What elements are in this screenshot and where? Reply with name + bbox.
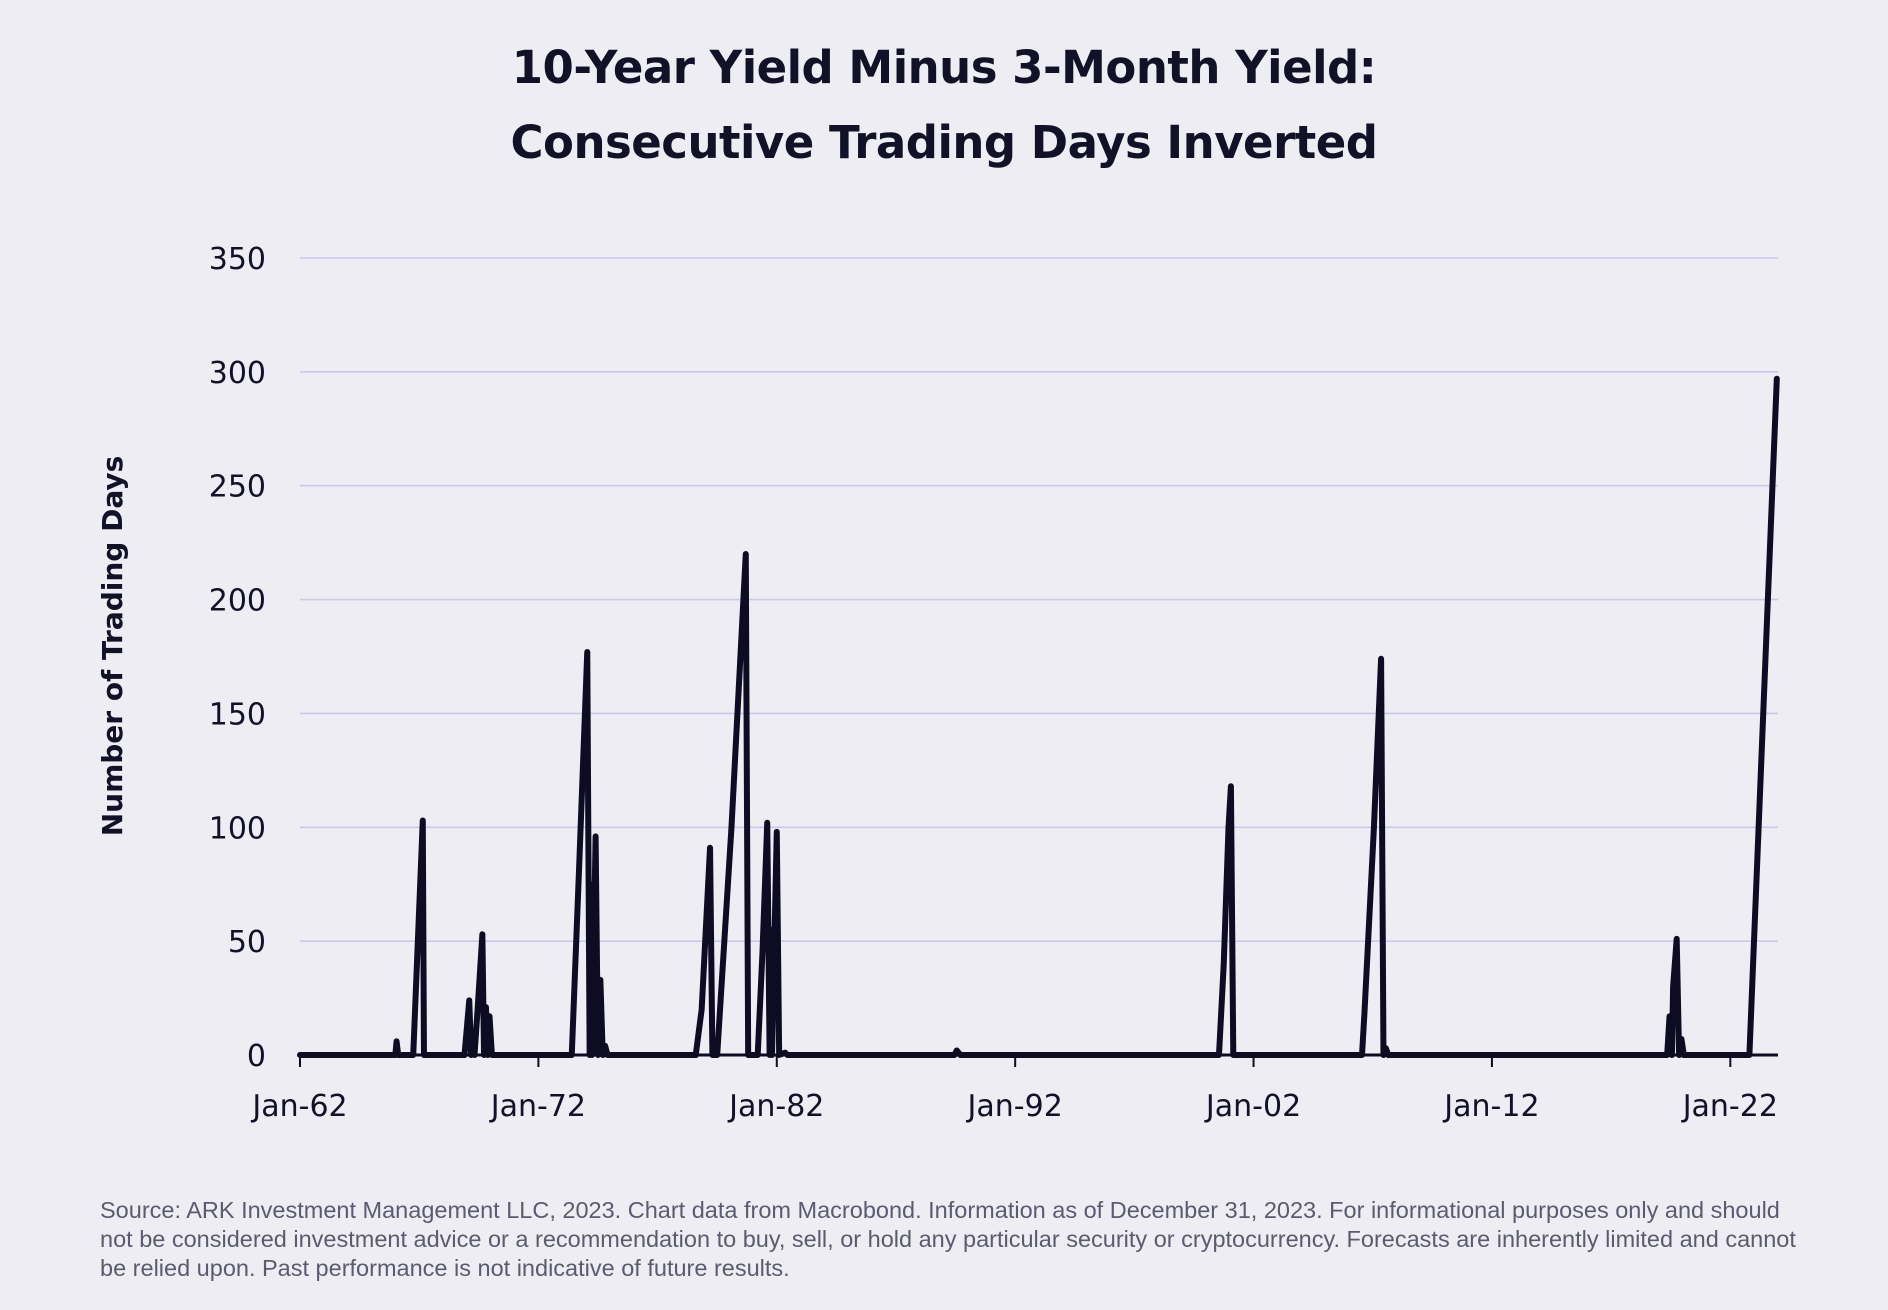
chart-title-line-2: Consecutive Trading Days Inverted (510, 116, 1379, 169)
gridlines (300, 257, 1778, 942)
y-axis-tick-labels: 0 50 100 150 200 250 300 350 (209, 242, 266, 1074)
x-tick-label-Jan-22: Jan-22 (1681, 1089, 1778, 1124)
y-tick-label-0: 0 (247, 1039, 266, 1074)
x-tick-label-Jan-72: Jan-72 (489, 1089, 586, 1124)
y-tick-label-300: 300 (209, 356, 266, 391)
y-tick-label-150: 150 (209, 697, 266, 732)
y-axis-label: Number of Trading Days (96, 456, 129, 837)
series-layer (297, 375, 1780, 1058)
y-tick-label-200: 200 (209, 584, 266, 619)
x-tick-label-Jan-92: Jan-92 (966, 1089, 1063, 1124)
x-tick-label-Jan-62: Jan-62 (250, 1089, 347, 1124)
chart-title: 10-Year Yield Minus 3-Month Yield: Conse… (0, 30, 1888, 180)
source-note: Source: ARK Investment Management LLC, 2… (100, 1197, 1796, 1281)
y-tick-label-250: 250 (209, 470, 266, 505)
x-tick-label-Jan-02: Jan-02 (1204, 1089, 1301, 1124)
x-axis-tick-labels: Jan-62 Jan-72 Jan-82 Jan-92 Jan-02 Jan-12 Jan-… (250, 1089, 1778, 1124)
x-tick-label-Jan-12: Jan-12 (1442, 1089, 1539, 1124)
y-tick-label-350: 350 (209, 242, 266, 277)
y-tick-label-50: 50 (228, 925, 266, 960)
series-line-0 (297, 375, 1780, 1058)
x-tick-label-Jan-82: Jan-82 (727, 1089, 824, 1124)
chart-title-line-1: 10-Year Yield Minus 3-Month Yield: (511, 41, 1377, 94)
y-tick-label-100: 100 (209, 811, 266, 846)
